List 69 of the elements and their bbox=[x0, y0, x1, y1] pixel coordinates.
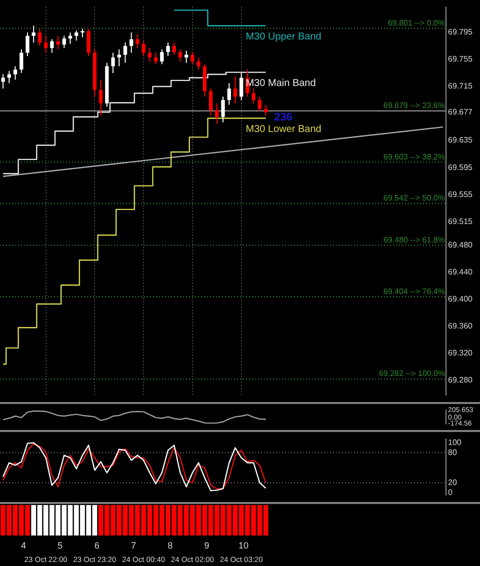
ref-line-label: 69.603 --> 38.2% bbox=[383, 152, 445, 162]
annotation: 236 bbox=[274, 112, 292, 124]
candlestick bbox=[233, 76, 238, 104]
series-label: M30 Lower Band bbox=[246, 124, 322, 136]
candlestick bbox=[74, 30, 78, 42]
candlestick bbox=[20, 48, 24, 74]
candlestick bbox=[166, 42, 170, 57]
ref-line-label: 69.542 --> 50.0% bbox=[383, 194, 445, 203]
candlestick bbox=[111, 52, 115, 74]
candlestick bbox=[252, 88, 256, 104]
candlestick bbox=[221, 96, 225, 123]
y-tick-label: 80 bbox=[448, 448, 458, 457]
candlestick bbox=[62, 35, 66, 49]
candlestick bbox=[196, 56, 200, 70]
y-tick-label: 0 bbox=[448, 488, 453, 497]
candlestick bbox=[86, 28, 90, 57]
y-tick-label: 69.677 bbox=[448, 107, 474, 116]
candlestick bbox=[136, 34, 140, 49]
ref-line-label: 69.282 --> 100.0% bbox=[378, 369, 445, 378]
ref-line-label: 69.480 --> 61.8% bbox=[383, 235, 445, 244]
text: 7 bbox=[130, 540, 136, 550]
candlestick bbox=[208, 88, 213, 116]
candlestick bbox=[123, 42, 128, 64]
candlestick bbox=[26, 32, 30, 57]
candlestick bbox=[190, 52, 194, 65]
text: 10 bbox=[238, 540, 248, 550]
y-tick-label: 69.635 bbox=[448, 136, 474, 145]
candlestick bbox=[13, 66, 18, 80]
candlestick bbox=[148, 48, 152, 62]
y-tick-label: 69.280 bbox=[448, 376, 474, 385]
series-label: M30 Upper Band bbox=[246, 31, 322, 42]
y-tick-label: 69.320 bbox=[448, 348, 474, 358]
candlestick bbox=[178, 48, 182, 62]
text: 9 bbox=[204, 540, 210, 550]
candlestick bbox=[160, 48, 164, 65]
y-tick-label: 69.400 bbox=[448, 294, 474, 304]
candlestick bbox=[38, 28, 42, 46]
y-tick-label: 69.360 bbox=[448, 322, 474, 331]
candlestick bbox=[44, 35, 48, 54]
ref-line-label: 69.679 --> 23.6% bbox=[383, 101, 445, 110]
candlestick bbox=[142, 40, 146, 57]
y-tick-label: 20 bbox=[448, 478, 458, 487]
text: 5 bbox=[58, 540, 63, 550]
y-tick-label: 100 bbox=[448, 438, 462, 447]
y-tick-label: 69.555 bbox=[448, 190, 474, 199]
ref-line-label: 69.404 --> 76.4% bbox=[383, 286, 445, 296]
y-tick-label: 69.715 bbox=[448, 82, 474, 91]
candlestick bbox=[56, 35, 60, 50]
candlestick bbox=[154, 52, 158, 65]
candlestick bbox=[215, 102, 219, 124]
candlestick bbox=[32, 25, 36, 44]
y-tick-label: 69.795 bbox=[448, 28, 474, 37]
ref-line-label: 69.801 --> 0.0% bbox=[388, 18, 445, 28]
candlestick bbox=[239, 72, 244, 101]
candlestick bbox=[172, 42, 176, 56]
candlestick bbox=[227, 82, 231, 106]
y-tick-label: 69.595 bbox=[448, 162, 474, 172]
text: 8 bbox=[168, 540, 173, 550]
candlestick bbox=[98, 79, 103, 116]
candlestick bbox=[1, 74, 5, 90]
text: 6 bbox=[94, 540, 100, 550]
candlestick bbox=[50, 38, 54, 54]
candlestick bbox=[130, 32, 134, 54]
text: 4 bbox=[21, 540, 26, 550]
y-tick-label: 69.515 bbox=[448, 216, 474, 226]
y-tick-label: 69.440 bbox=[448, 267, 474, 276]
candlestick bbox=[258, 96, 262, 112]
y-tick-label: 69.755 bbox=[448, 54, 474, 64]
y-tick-label: 69.480 bbox=[448, 240, 474, 250]
